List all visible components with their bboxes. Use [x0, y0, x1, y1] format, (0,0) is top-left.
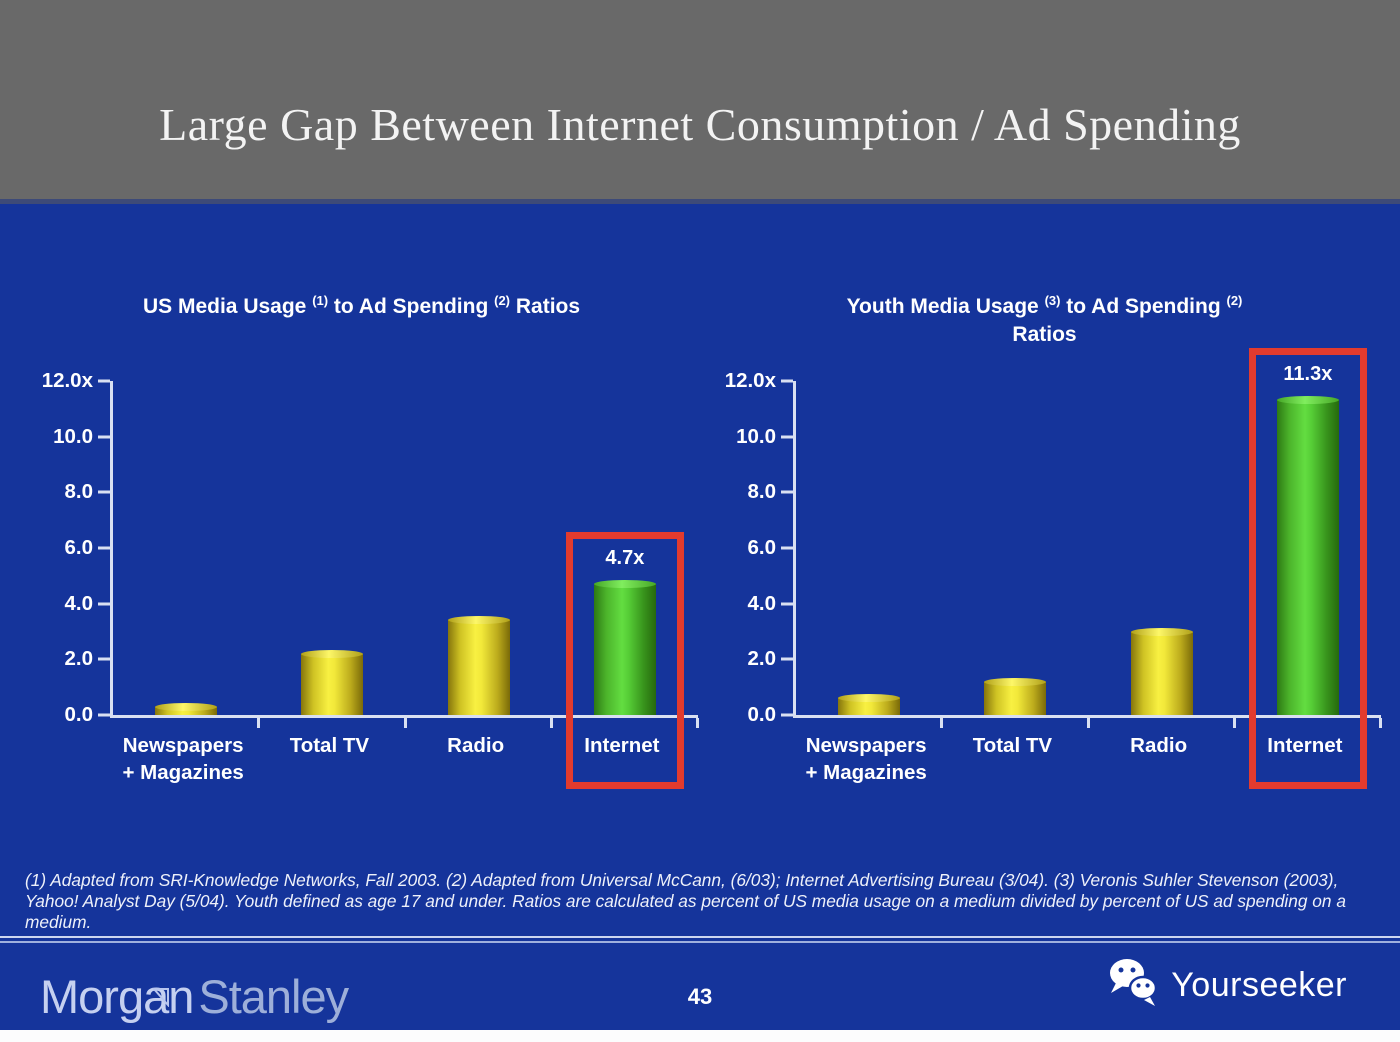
y-tick-label: 8.0: [747, 480, 777, 504]
bar-column: [406, 381, 554, 728]
y-tick: [98, 490, 110, 494]
y-tick: [98, 546, 110, 550]
bar: [984, 677, 1047, 715]
y-tick-label: 10.0: [53, 424, 93, 448]
bar-column: [113, 381, 261, 728]
plot-area: 12.0x 10.0 8.0 6.0 4.0 2.0 0.0 4.7x: [42, 369, 700, 789]
category-label: Radio: [1130, 734, 1188, 757]
bar-top-cap: [838, 694, 901, 703]
category-label: Radio: [447, 734, 505, 757]
x-axis-labels: Newspapers + Magazines Total TV Radio Inter…: [110, 732, 695, 786]
y-tick-label: 0.0: [747, 703, 777, 726]
bar-column: 4.7x: [552, 381, 700, 789]
bar: [155, 702, 218, 715]
slide-header: Large Gap Between Internet Consumption /…: [0, 0, 1400, 204]
y-tick: [98, 713, 110, 717]
bar: [447, 616, 510, 715]
y-tick-label: 8.0: [64, 480, 94, 504]
y-tick-label: 2.0: [64, 647, 94, 671]
page-number: 43: [687, 984, 713, 1009]
y-tick-label: 6.0: [64, 536, 94, 559]
morgan-stanley-triangle-icon: [151, 966, 170, 1016]
y-tick: [781, 490, 793, 494]
y-tick: [781, 435, 793, 439]
bar: [301, 649, 364, 715]
bar-column: [942, 381, 1090, 728]
footnote: (1) Adapted from SRI-Knowledge Networks,…: [25, 870, 1346, 932]
highlight-box: [565, 532, 684, 789]
y-tick-label: 2.0: [747, 647, 777, 671]
bar-top-cap: [593, 580, 656, 589]
y-tick-label: 4.0: [64, 591, 94, 615]
y-tick-label: 4.0: [747, 591, 777, 615]
wechat-icon: [1107, 956, 1161, 1015]
brand-word-stanley: Stanley: [198, 970, 349, 1023]
x-axis-labels: Newspapers + Magazines Total TV Radio Inter…: [793, 732, 1378, 786]
y-tick: [98, 602, 110, 606]
y-tick: [781, 379, 793, 383]
bar-top-cap: [447, 616, 510, 625]
chart-title: US Media Usage (1) to Ad Spending (2) Ra…: [142, 293, 581, 318]
bottom-strip: [0, 1030, 1400, 1042]
category-label: Internet: [584, 734, 660, 757]
bar-top-cap: [1276, 396, 1339, 405]
chart-youth-media-usage: Youth Media Usage (3) to Ad Spending (2)…: [711, 285, 1383, 789]
y-tick: [781, 546, 793, 550]
bar-top-cap: [301, 649, 364, 658]
bar-column: [1089, 381, 1237, 728]
chart-title: Youth Media Usage (3) to Ad Spending (2)…: [846, 293, 1243, 346]
bar: [1276, 396, 1339, 715]
bar-value-label: 4.7x: [605, 547, 645, 570]
category-label: Total TV: [289, 734, 370, 757]
bar-value-label: 11.3x: [1283, 363, 1333, 386]
y-tick: [98, 379, 110, 383]
morgan-stanley-logo: Morgan Stanley: [40, 970, 349, 1023]
y-tick: [98, 435, 110, 439]
y-tick: [781, 657, 793, 661]
y-tick-label: 12.0x: [724, 369, 776, 392]
bars-container: 11.3x: [796, 348, 1383, 789]
watermark: Yourseeker: [1107, 956, 1347, 1015]
category-label: Internet: [1267, 734, 1343, 757]
category-label: Total TV: [972, 734, 1053, 757]
footer-divider: [0, 936, 1400, 943]
plot-area: 12.0x 10.0 8.0 6.0 4.0 2.0 0.0 11.3x: [725, 348, 1383, 789]
bar: [593, 580, 656, 715]
y-tick-label: 0.0: [64, 703, 94, 726]
bar-top-cap: [1130, 627, 1193, 636]
bar-column: [259, 381, 407, 728]
highlight-box: [1248, 348, 1367, 789]
bar: [838, 694, 901, 715]
category-label: Newspapers + Magazines: [805, 734, 927, 784]
y-tick-label: 12.0x: [41, 369, 93, 392]
bar: [1130, 627, 1193, 715]
y-tick: [98, 657, 110, 661]
watermark-label: Yourseeker: [1171, 966, 1347, 1004]
bar-top-cap: [984, 677, 1047, 686]
y-tick: [781, 713, 793, 717]
bar-column: 11.3x: [1235, 348, 1383, 789]
y-tick: [781, 602, 793, 606]
bar-column: [796, 381, 944, 728]
y-tick-label: 10.0: [736, 424, 776, 448]
y-tick-label: 6.0: [747, 536, 777, 559]
chart-us-media-usage: US Media Usage (1) to Ad Spending (2) Ra…: [28, 285, 700, 789]
bars-container: 4.7x: [113, 381, 700, 789]
category-label: Newspapers + Magazines: [122, 734, 244, 784]
bar-top-cap: [155, 702, 218, 711]
slide-title: Large Gap Between Internet Consumption /…: [159, 99, 1241, 150]
